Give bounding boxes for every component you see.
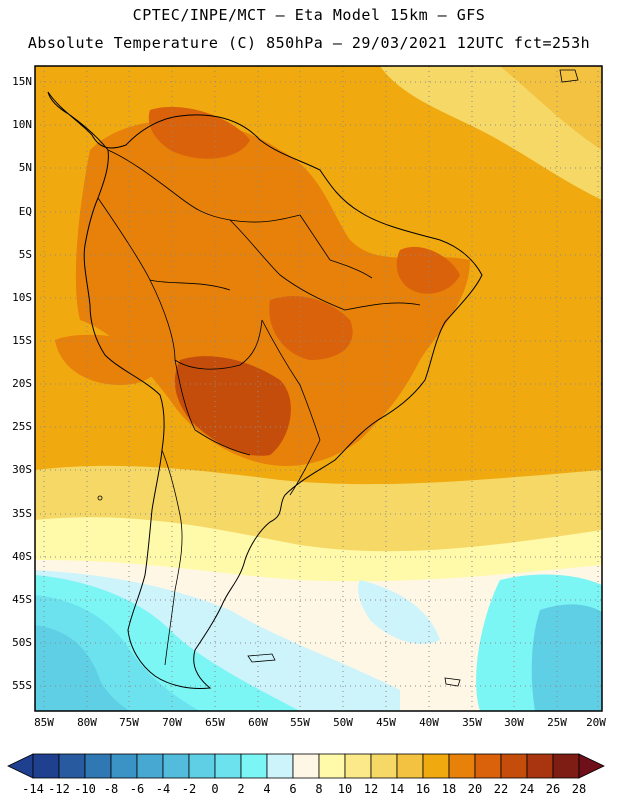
lat-label: 50S bbox=[12, 636, 32, 649]
colorbar-arrow-left bbox=[7, 753, 34, 779]
lat-label: 5N bbox=[18, 161, 32, 174]
colorbar-label: 16 bbox=[415, 782, 431, 796]
lon-label: 60W bbox=[248, 716, 268, 729]
colorbar-segment bbox=[318, 753, 346, 779]
lat-label: 40S bbox=[12, 550, 32, 563]
lon-label: 85W bbox=[34, 716, 54, 729]
colorbar-label: 24 bbox=[519, 782, 535, 796]
lat-label: 35S bbox=[12, 507, 32, 520]
colorbar-segment bbox=[474, 753, 502, 779]
lon-label: 80W bbox=[77, 716, 97, 729]
lon-label: 35W bbox=[462, 716, 482, 729]
lat-label: EQ bbox=[18, 205, 32, 218]
colorbar-segment bbox=[266, 753, 294, 779]
lon-label: 70W bbox=[162, 716, 182, 729]
lon-label: 55W bbox=[290, 716, 310, 729]
colorbar-segment bbox=[292, 753, 320, 779]
colorbar-segment bbox=[526, 753, 554, 779]
lon-label: 20W bbox=[586, 716, 606, 729]
lat-label: 45S bbox=[12, 593, 32, 606]
lon-label: 50W bbox=[333, 716, 353, 729]
colorbar-label: 18 bbox=[441, 782, 457, 796]
lon-label: 65W bbox=[205, 716, 225, 729]
coastline bbox=[47, 91, 483, 689]
colorbar-label: 2 bbox=[237, 782, 245, 796]
colorbar-segment bbox=[84, 753, 112, 779]
title-line-1: CPTEC/INPE/MCT — Eta Model 15km — GFS bbox=[132, 6, 486, 24]
colorbar-label: -14 bbox=[22, 782, 44, 796]
colorbar-label: 12 bbox=[363, 782, 379, 796]
colorbar-label: 0 bbox=[211, 782, 219, 796]
colorbar-label: 4 bbox=[263, 782, 271, 796]
lat-label: 30S bbox=[12, 463, 32, 476]
colorbar-label: 6 bbox=[289, 782, 297, 796]
colorbar-segment bbox=[162, 753, 190, 779]
lat-label: 15N bbox=[12, 75, 32, 88]
colorbar-segment bbox=[136, 753, 164, 779]
colorbar-segment bbox=[110, 753, 138, 779]
colorbar-label: 28 bbox=[571, 782, 587, 796]
colorbar-label: 14 bbox=[389, 782, 405, 796]
colorbar-label: -12 bbox=[48, 782, 70, 796]
colorbar-label: -10 bbox=[74, 782, 96, 796]
colorbar-segment bbox=[188, 753, 216, 779]
colorbar-segment bbox=[240, 753, 268, 779]
colorbar-label: 8 bbox=[315, 782, 323, 796]
map-frame bbox=[34, 65, 603, 712]
lon-label: 45W bbox=[376, 716, 396, 729]
title-line-2: Absolute Temperature (C) 850hPa — 29/03/… bbox=[27, 34, 591, 52]
colorbar-segment bbox=[500, 753, 528, 779]
colorbar-label: 26 bbox=[545, 782, 561, 796]
colorbar-segment bbox=[32, 753, 60, 779]
colorbar-segment bbox=[214, 753, 242, 779]
lat-label: 25S bbox=[12, 420, 32, 433]
lon-label: 25W bbox=[547, 716, 567, 729]
lat-label: 55S bbox=[12, 679, 32, 692]
colorbar-label: 22 bbox=[493, 782, 509, 796]
lon-label: 40W bbox=[419, 716, 439, 729]
colorbar-segment bbox=[370, 753, 398, 779]
lon-label: 75W bbox=[119, 716, 139, 729]
lat-label: 20S bbox=[12, 377, 32, 390]
colorbar-label: 10 bbox=[337, 782, 353, 796]
colorbar-label: -4 bbox=[155, 782, 171, 796]
temperature-field bbox=[35, 66, 602, 711]
colorbar-label: -6 bbox=[129, 782, 145, 796]
colorbar-label: -8 bbox=[103, 782, 119, 796]
colorbar-label: 20 bbox=[467, 782, 483, 796]
colorbar bbox=[7, 753, 605, 779]
colorbar-segment bbox=[552, 753, 580, 779]
colorbar-segment bbox=[58, 753, 86, 779]
lat-label: 10N bbox=[12, 118, 32, 131]
lat-label: 15S bbox=[12, 334, 32, 347]
colorbar-arrow-right bbox=[578, 753, 605, 779]
colorbar-segment bbox=[448, 753, 476, 779]
colorbar-segment bbox=[344, 753, 372, 779]
lat-label: 5S bbox=[18, 248, 32, 261]
colorbar-label: -2 bbox=[181, 782, 197, 796]
lon-label: 30W bbox=[504, 716, 524, 729]
colorbar-segment bbox=[422, 753, 450, 779]
lat-label: 10S bbox=[12, 291, 32, 304]
country-borders bbox=[97, 149, 421, 666]
colorbar-segment bbox=[396, 753, 424, 779]
